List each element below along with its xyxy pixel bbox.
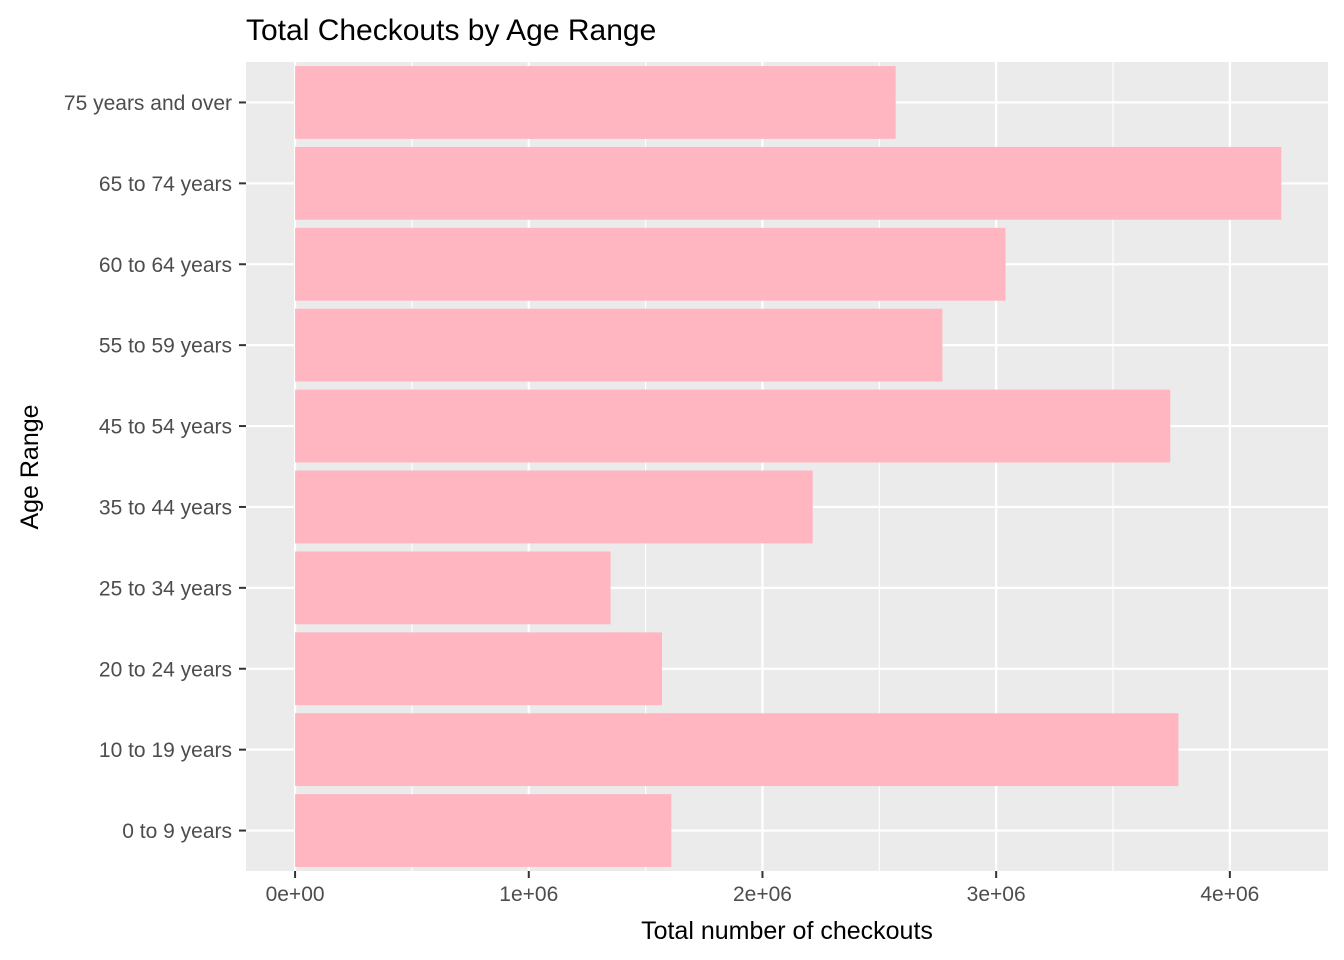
x-tick-label: 0e+00 [266,883,325,906]
x-tick-label: 1e+06 [499,883,558,906]
bar-20-to-24-years [295,632,662,706]
x-tick-label: 2e+06 [733,883,792,906]
x-axis: 0e+00 1e+06 2e+06 3e+06 4e+06 [266,871,1259,906]
y-tick-label: 60 to 64 years [99,254,232,277]
chart-title: Total Checkouts by Age Range [246,14,656,47]
bar-35-to-44-years [295,470,813,544]
y-tick-label: 0 to 9 years [122,820,232,843]
bar-0-to-9-years [295,794,672,867]
y-axis: 0 to 9 years 10 to 19 years 20 to 24 years… [64,92,246,843]
bar-45-to-54-years [295,389,1171,463]
bar-25-to-34-years [295,551,611,625]
bar-10-to-19-years [295,713,1179,787]
y-axis-title: Age Range [16,404,44,529]
y-tick-label: 20 to 24 years [99,658,232,681]
bar-65-to-74-years [295,146,1282,220]
bar-60-to-64-years [295,227,1006,301]
bar-55-to-59-years [295,308,943,382]
x-tick-label: 3e+06 [967,883,1026,906]
y-tick-label: 10 to 19 years [99,739,232,762]
x-axis-title: Total number of checkouts [641,917,933,945]
y-tick-label: 45 to 54 years [99,416,232,439]
y-tick-label: 75 years and over [64,92,232,115]
bar-75-years-and-over [295,66,896,139]
y-tick-label: 25 to 34 years [99,577,232,600]
x-tick-label: 4e+06 [1200,883,1259,906]
y-tick-label: 35 to 44 years [99,496,232,519]
y-tick-label: 65 to 74 years [99,173,232,196]
bars [295,66,1282,867]
y-tick-label: 55 to 59 years [99,335,232,358]
